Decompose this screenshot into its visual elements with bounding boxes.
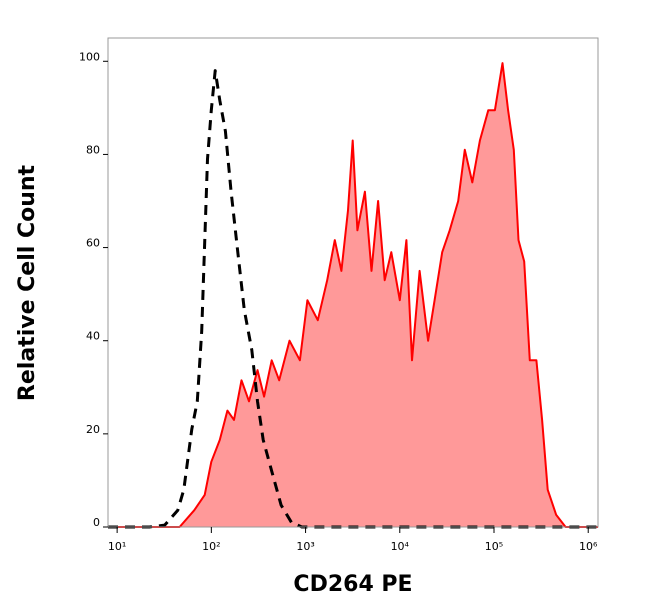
y-tick-label: 100 (79, 50, 100, 63)
plot-frame (107, 37, 599, 528)
x-tick-label: 10⁴ (391, 540, 410, 553)
y-tick-label: 0 (93, 516, 100, 529)
y-tick-label: 20 (86, 423, 100, 436)
line (108, 69, 598, 529)
x-tick-label: 10² (202, 540, 220, 553)
y-tick-label: 80 (86, 143, 100, 156)
area (108, 63, 598, 527)
x-tick-label: 10³ (296, 540, 314, 553)
y-tick-label: 60 (86, 237, 100, 250)
y-axis-title: Relative Cell Count (15, 164, 40, 401)
line (108, 62, 598, 528)
y-tick-label: 40 (86, 330, 100, 343)
x-axis-title: CD264 PE (293, 572, 412, 597)
x-tick-label: 10⁵ (485, 540, 503, 553)
x-tick-label: 10⁶ (579, 540, 598, 553)
x-tick-label: 10¹ (108, 540, 126, 553)
